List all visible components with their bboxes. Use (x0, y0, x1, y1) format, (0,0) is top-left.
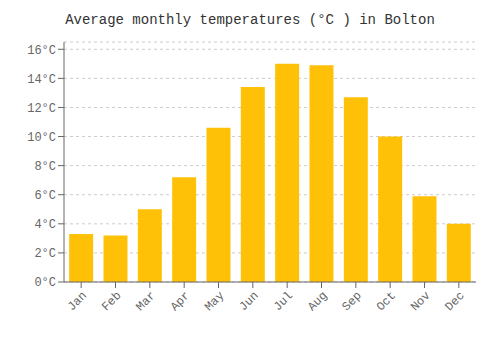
svg-text:4°C: 4°C (34, 218, 56, 232)
svg-text:May: May (202, 289, 227, 314)
svg-text:Feb: Feb (99, 289, 124, 314)
svg-text:Mar: Mar (134, 289, 159, 314)
svg-text:8°C: 8°C (34, 160, 56, 174)
svg-text:Nov: Nov (408, 289, 433, 314)
svg-text:16°C: 16°C (27, 44, 56, 58)
svg-text:2°C: 2°C (34, 247, 56, 261)
svg-text:0°C: 0°C (34, 276, 56, 290)
svg-text:10°C: 10°C (27, 131, 56, 145)
svg-text:Apr: Apr (168, 289, 193, 314)
svg-text:Aug: Aug (305, 289, 330, 314)
svg-text:12°C: 12°C (27, 102, 56, 116)
svg-text:Sep: Sep (340, 289, 365, 314)
svg-text:Oct: Oct (374, 289, 399, 314)
svg-text:14°C: 14°C (27, 73, 56, 87)
svg-text:Jul: Jul (271, 289, 296, 314)
svg-text:Jan: Jan (65, 289, 90, 314)
svg-text:Jun: Jun (237, 289, 262, 314)
html-text:Average monthly temperatures (: Average monthly temperatures (°C ) in Bo… (65, 12, 435, 28)
svg-text:6°C: 6°C (34, 189, 56, 203)
svg-text:Dec: Dec (443, 289, 468, 314)
